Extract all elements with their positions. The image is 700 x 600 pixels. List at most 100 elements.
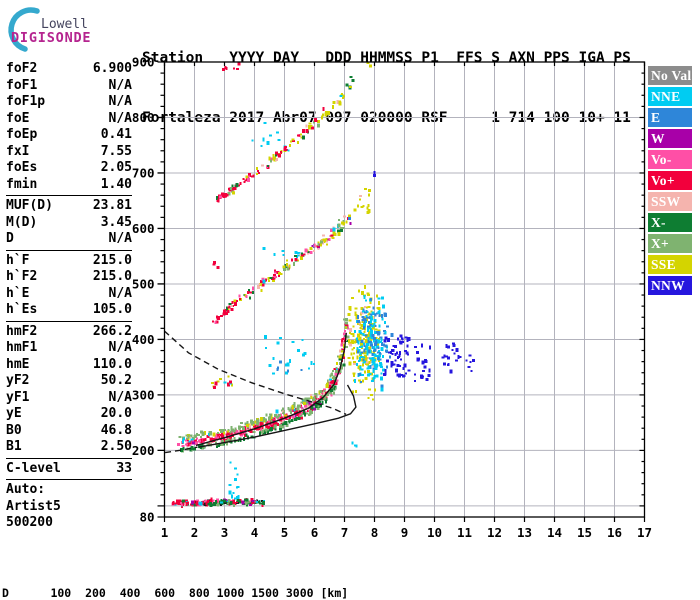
echo-dot xyxy=(356,363,359,367)
echo-dot xyxy=(234,427,237,431)
echo-dot xyxy=(256,284,260,289)
logo-lowell-text: Lowell xyxy=(41,17,88,32)
echo-dot xyxy=(397,337,400,341)
echo-dot xyxy=(251,502,255,505)
echo-dot xyxy=(390,364,393,368)
echo-dot xyxy=(394,368,398,373)
echo-dot xyxy=(214,434,218,439)
echo-dot xyxy=(370,337,374,339)
cluster-trace-start-cyan xyxy=(182,437,194,444)
echo-dot xyxy=(230,436,232,441)
echo-dot xyxy=(384,368,387,371)
echo-dot xyxy=(299,414,303,417)
echo-dot xyxy=(209,441,212,444)
echo-dot xyxy=(216,200,219,203)
echo-dot xyxy=(213,260,217,264)
echo-dot xyxy=(319,389,323,393)
echo-dot xyxy=(268,415,271,419)
echo-dot xyxy=(347,313,351,316)
param-value: 215.0 xyxy=(92,269,132,284)
echo-dot xyxy=(226,500,230,502)
echo-dot xyxy=(218,195,222,199)
echo-dot xyxy=(276,341,280,345)
echo-dot xyxy=(277,366,280,370)
echo-dot xyxy=(339,349,343,353)
echo-dot xyxy=(203,438,206,442)
echo-dot xyxy=(345,83,349,87)
cluster-third-hop xyxy=(216,83,352,203)
echo-dot xyxy=(215,500,218,505)
echo-dot xyxy=(178,502,182,505)
echo-dot xyxy=(310,410,314,414)
echo-dot xyxy=(312,362,315,365)
echo-dot xyxy=(229,461,232,464)
echo-dot xyxy=(284,414,288,417)
echo-dot xyxy=(314,398,317,401)
echo-dot xyxy=(367,388,371,391)
echo-dot xyxy=(367,346,371,350)
echo-dot xyxy=(280,272,283,275)
echo-dot xyxy=(273,271,277,274)
param-label: h`F2 xyxy=(6,269,38,284)
echo-dot xyxy=(212,320,214,323)
echo-dot xyxy=(344,323,348,326)
echo-dot xyxy=(338,101,342,106)
echo-dot xyxy=(406,344,409,348)
echo-dot xyxy=(368,341,372,343)
echo-dot xyxy=(227,428,230,431)
param-row-fof1p: foF1p N/A xyxy=(6,94,132,111)
cluster-nnw-group-3 xyxy=(441,342,462,374)
echo-dot xyxy=(226,193,229,197)
echo-dot xyxy=(242,178,245,181)
echo-dot xyxy=(185,502,188,506)
echo-dot xyxy=(349,222,352,226)
echo-dot xyxy=(365,315,368,318)
echo-dot xyxy=(301,339,304,341)
echo-dot xyxy=(301,252,304,256)
logo-digisonde-text: DIGISONDE xyxy=(11,30,91,46)
echo-dot xyxy=(278,337,282,340)
echo-dot xyxy=(182,499,186,503)
echo-dot xyxy=(263,420,266,423)
echo-dot xyxy=(265,413,268,417)
param-row-md: M(D) 3.45 xyxy=(6,215,132,232)
echo-dot xyxy=(246,426,250,429)
echo-dot xyxy=(367,293,371,296)
echo-dot xyxy=(245,433,248,437)
echo-dot xyxy=(372,339,375,343)
echo-dot xyxy=(206,434,210,438)
param-row-fof1: foF1 N/A xyxy=(6,78,132,95)
echo-dot xyxy=(229,430,232,434)
echo-dot xyxy=(364,340,367,343)
echo-dot xyxy=(379,358,382,361)
echo-dot xyxy=(322,238,326,242)
echo-dot xyxy=(314,118,318,122)
echo-dot xyxy=(377,351,380,354)
echo-dot xyxy=(231,494,234,499)
x-tick-label-3: 3 xyxy=(221,525,229,540)
echo-dot xyxy=(354,340,357,344)
echo-dot xyxy=(350,352,353,356)
echo-dot xyxy=(445,343,448,348)
echo-dot xyxy=(308,403,311,406)
echo-dot xyxy=(218,378,222,381)
echo-dot xyxy=(335,369,339,373)
echo-dot xyxy=(252,423,255,427)
echo-dot xyxy=(361,347,363,350)
echo-dot xyxy=(243,180,246,183)
echo-dot xyxy=(382,373,386,376)
echo-dot xyxy=(176,499,180,503)
panel-divider xyxy=(6,320,132,322)
echo-dot xyxy=(230,430,234,434)
echo-dot xyxy=(232,491,235,494)
echo-dot xyxy=(263,416,265,421)
echo-dot xyxy=(367,305,371,308)
y-tick-label-200: 200 xyxy=(132,443,155,458)
echo-dot xyxy=(252,174,255,178)
echo-dot xyxy=(237,426,241,430)
param-value: 46.8 xyxy=(100,422,132,438)
echo-dot xyxy=(310,395,313,399)
echo-dot xyxy=(196,499,200,502)
param-row-500200: 500200 xyxy=(6,515,132,532)
echo-dot xyxy=(413,373,416,376)
